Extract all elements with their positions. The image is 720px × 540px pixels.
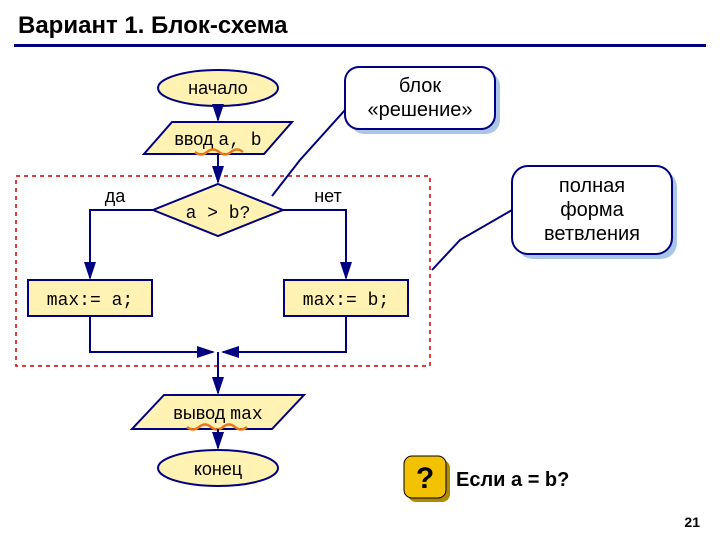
right-process-node: max:= b; xyxy=(284,280,408,316)
output-label-right: max xyxy=(230,405,262,425)
branch-callout-line2: форма xyxy=(560,199,624,221)
start-node: начало xyxy=(158,70,278,106)
branch-callout-line1: полная xyxy=(559,175,625,197)
start-label: начало xyxy=(188,78,248,98)
question-text: Если a = b? xyxy=(456,469,569,491)
svg-text:вывод max: вывод max xyxy=(173,403,262,425)
decision-callout-line2: «решение» xyxy=(368,99,473,121)
input-label-right: a, b xyxy=(218,131,261,151)
decision-label: a > b? xyxy=(186,204,251,224)
left-process-node: max:= a; xyxy=(28,280,152,316)
svg-text:ввод a, b: ввод a, b xyxy=(174,129,261,151)
question-box: ? Если a = b? xyxy=(404,456,569,502)
end-node: конец xyxy=(158,450,278,486)
left-process-label: max:= a; xyxy=(47,291,133,311)
edge-label-yes: да xyxy=(105,186,127,206)
input-label-left: ввод xyxy=(174,129,218,149)
question-mark: ? xyxy=(416,462,434,495)
end-label: конец xyxy=(194,459,242,479)
output-node: вывод max xyxy=(132,395,304,430)
edge-decision-left xyxy=(90,210,153,278)
output-label-left: вывод xyxy=(173,403,230,423)
input-node: ввод a, b xyxy=(144,122,292,155)
edge-right-merge xyxy=(223,316,346,352)
edge-decision-right xyxy=(283,210,346,278)
decision-node: a > b? xyxy=(153,184,283,236)
branch-callout-line3: ветвления xyxy=(544,223,640,245)
flowchart-svg: начало ввод a, b a > b? да нет max:= a; … xyxy=(0,0,720,540)
decision-callout-line1: блок xyxy=(399,75,442,97)
right-process-label: max:= b; xyxy=(303,291,389,311)
edge-left-merge xyxy=(90,316,213,352)
edge-label-no: нет xyxy=(314,186,342,206)
branch-callout: полная форма ветвления xyxy=(432,166,677,270)
